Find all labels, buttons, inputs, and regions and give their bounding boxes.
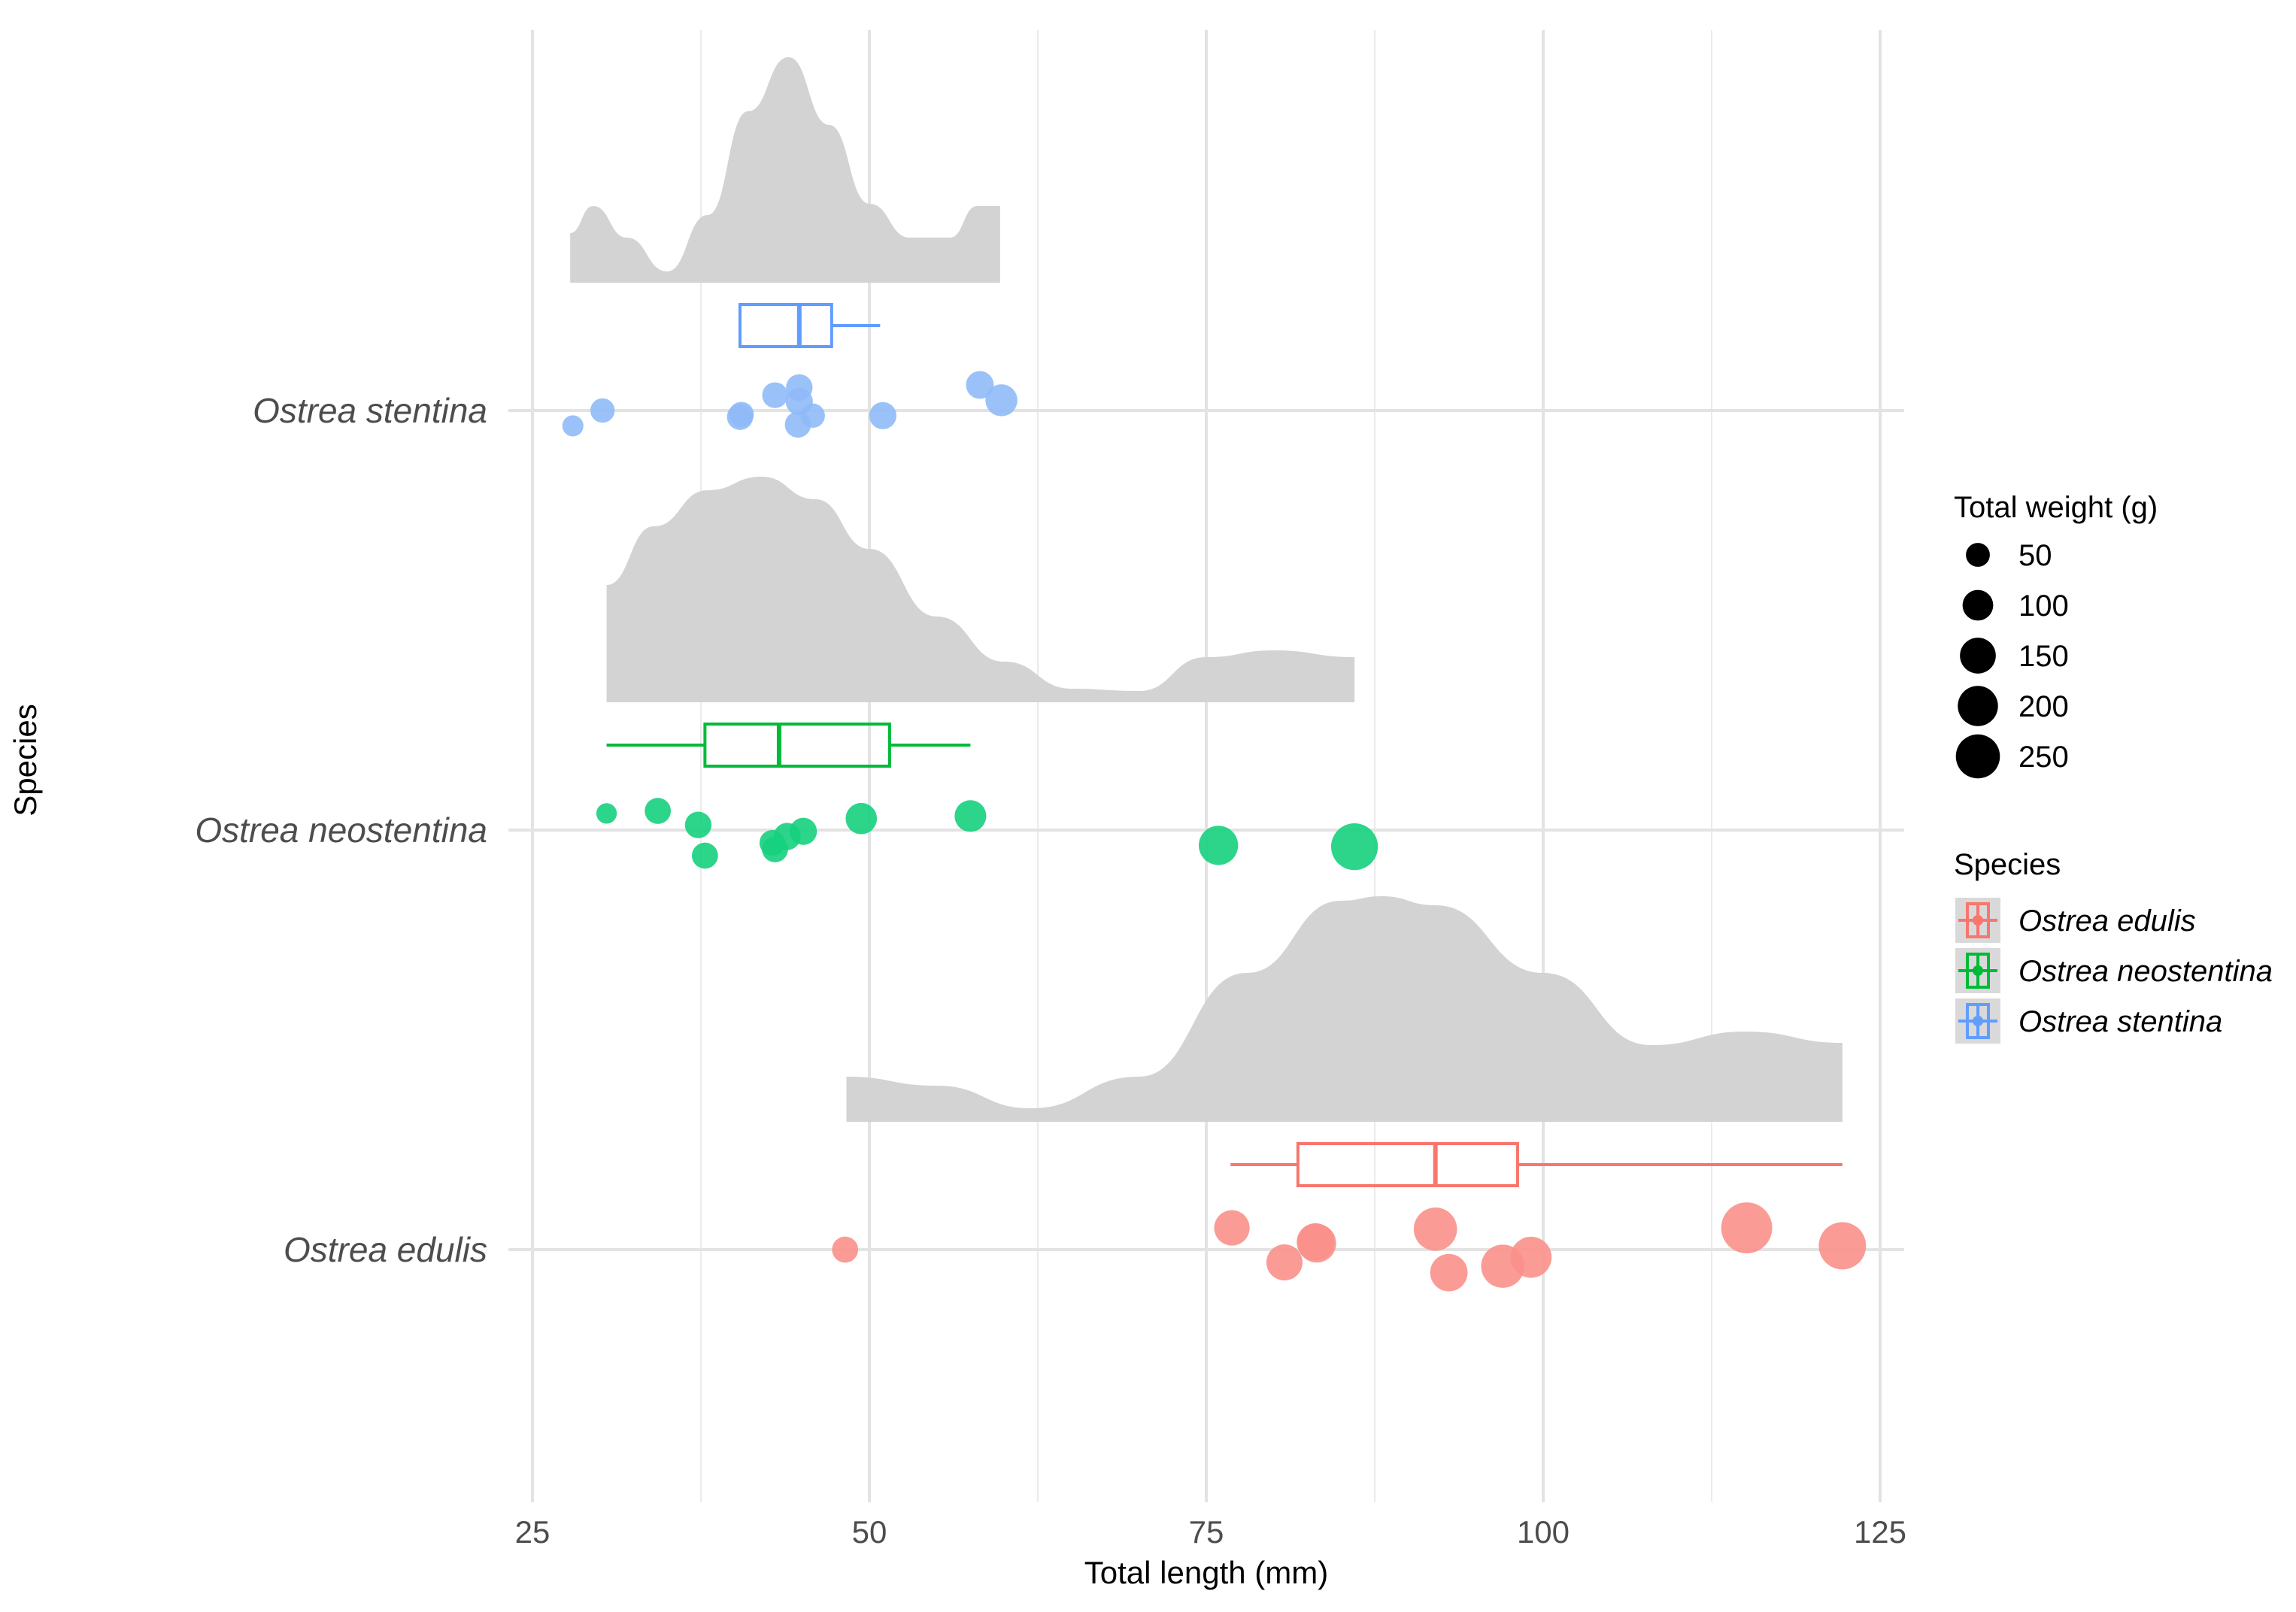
data-point: [729, 401, 754, 427]
density-clouds: [570, 57, 1843, 1122]
color-legend-label: Ostrea stentina: [2018, 1005, 2222, 1038]
data-point: [845, 802, 878, 835]
data-point: [985, 384, 1018, 417]
density-cloud: [846, 896, 1843, 1122]
data-point: [1330, 823, 1379, 871]
data-point: [1721, 1202, 1773, 1253]
data-point: [1510, 1236, 1552, 1278]
box-body: [738, 303, 833, 348]
x-axis-ticks: 25 50 75 100 125: [515, 1514, 1906, 1550]
x-tick-label: 25: [515, 1514, 550, 1550]
color-legend-label: Ostrea neostentina: [2018, 955, 2273, 988]
size-legend-label: 250: [2018, 741, 2069, 774]
size-legend-key: [1960, 638, 1996, 674]
size-legend-label: 150: [2018, 640, 2069, 673]
size-legend-key: [1962, 589, 1994, 621]
data-point: [562, 415, 584, 437]
data-point: [691, 842, 718, 869]
size-legend-title: Total weight (g): [1954, 491, 2158, 524]
y-axis-title: Species: [8, 704, 43, 816]
species-label: Ostrea neostentina: [195, 811, 487, 850]
rain-points: [562, 371, 1867, 1292]
data-point: [1214, 1210, 1250, 1246]
data-point: [1297, 1223, 1336, 1263]
data-point: [645, 798, 672, 824]
x-tick-label: 100: [1517, 1514, 1570, 1550]
x-axis-title: Total length (mm): [1084, 1555, 1328, 1590]
color-legend-title: Species: [1954, 848, 2061, 881]
color-legend: Species Ostrea edulis Ostrea neostentina O…: [1954, 848, 2273, 1044]
data-point: [832, 1236, 859, 1263]
x-tick-label: 125: [1854, 1514, 1906, 1550]
species-labels: Ostrea stentina Ostrea neostentina Ostrea …: [195, 391, 487, 1269]
x-tick-label: 75: [1189, 1514, 1224, 1550]
data-point: [1199, 826, 1239, 865]
data-point: [684, 811, 712, 838]
size-legend-key: [1955, 734, 2000, 779]
color-legend-key-point: [1973, 1016, 1983, 1026]
data-point: [762, 382, 788, 408]
box-body: [1296, 1142, 1519, 1187]
density-cloud: [570, 57, 1000, 283]
data-point: [869, 401, 896, 429]
species-label: Ostrea stentina: [253, 391, 487, 430]
data-point: [1266, 1244, 1303, 1280]
data-point: [1413, 1207, 1457, 1251]
color-legend-key-point: [1973, 915, 1983, 926]
data-point: [590, 398, 615, 423]
data-point: [800, 403, 825, 428]
data-point: [1818, 1222, 1867, 1270]
size-legend-key: [1966, 543, 1990, 567]
size-legend-key: [1958, 686, 1998, 726]
species-label: Ostrea edulis: [284, 1230, 487, 1269]
color-legend-label: Ostrea edulis: [2018, 904, 2196, 938]
color-legend-key-point: [1973, 965, 1983, 976]
size-legend-label: 50: [2018, 539, 2052, 572]
size-legend: Total weight (g) 50 100 150 200 250: [1954, 491, 2158, 779]
size-legend-label: 200: [2018, 690, 2069, 723]
size-legend-label: 100: [2018, 589, 2069, 623]
data-point: [790, 817, 817, 845]
data-point: [1430, 1253, 1468, 1292]
data-point: [966, 371, 994, 399]
box-body: [703, 723, 891, 768]
boxplots: [606, 303, 1843, 1187]
data-point: [954, 800, 987, 832]
density-cloud: [606, 477, 1355, 702]
data-point: [596, 803, 617, 824]
x-tick-label: 50: [852, 1514, 887, 1550]
